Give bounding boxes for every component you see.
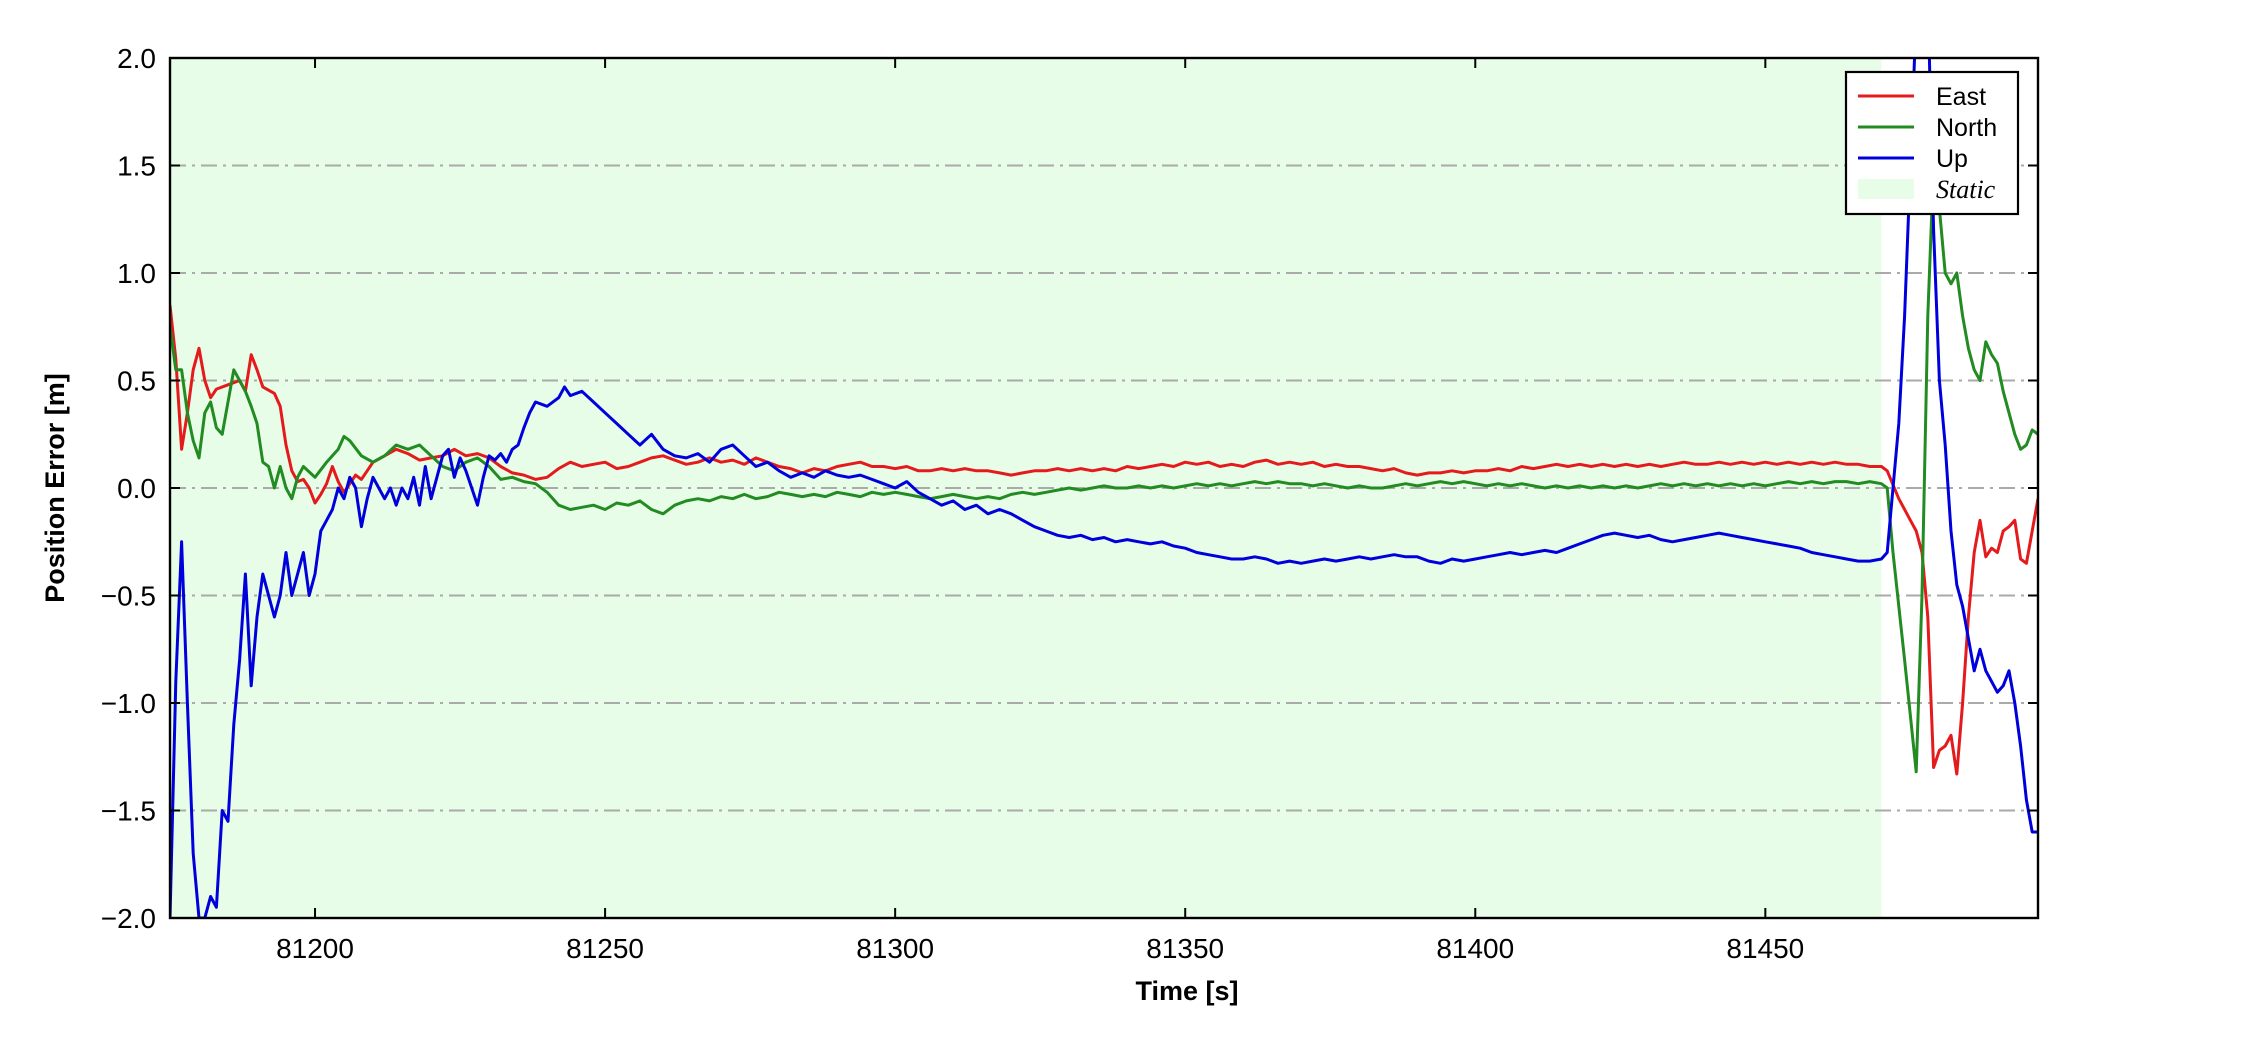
- x-axis-label: Time [s]: [1135, 976, 1238, 1006]
- x-tick-label: 81300: [856, 933, 934, 964]
- y-tick-label: −2.0: [101, 903, 156, 934]
- y-tick-label: 1.0: [117, 258, 156, 289]
- series-line-east: [170, 305, 2038, 776]
- legend-label-up: Up: [1936, 145, 1968, 173]
- y-tick-label: −0.5: [101, 581, 156, 612]
- y-tick-label: −1.0: [101, 688, 156, 719]
- legend-swatch-static: [1858, 179, 1914, 199]
- series-line-north: [170, 164, 2038, 774]
- y-tick-label: −1.5: [101, 796, 156, 827]
- x-tick-label: 81250: [566, 933, 644, 964]
- legend-label-north: North: [1936, 114, 1997, 142]
- y-tick-label: 2.0: [117, 43, 156, 74]
- legend-label-static: Static: [1936, 175, 1996, 204]
- x-tick-label: 81450: [1726, 933, 1804, 964]
- x-tick-label: 81350: [1146, 933, 1224, 964]
- y-axis-label: Position Error [m]: [40, 373, 70, 603]
- y-tick-label: 1.5: [117, 151, 156, 182]
- legend-label-east: East: [1936, 83, 1986, 111]
- y-tick-label: 0.0: [117, 473, 156, 504]
- series-line-up: [170, 58, 2038, 918]
- y-tick-label: 0.5: [117, 366, 156, 397]
- x-tick-label: 81400: [1436, 933, 1514, 964]
- x-tick-label: 81200: [276, 933, 354, 964]
